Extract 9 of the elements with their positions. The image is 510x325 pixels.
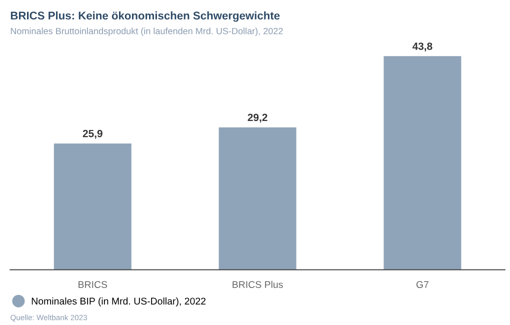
x-tick-label: G7 [416,281,428,288]
data-label: 25,9 [82,130,102,139]
x-tick-label: BRICS Plus [232,280,283,288]
data-label: 43,8 [412,42,432,52]
data-label: 29,2 [248,114,268,123]
x-tick-label: BRICS [78,281,108,288]
legend-label: Nominales BIP (in Mrd. US-Dollar), 2022 [32,297,206,306]
chart-title: BRICS Plus: Keine ökonomischen Schwergewichte [10,11,280,22]
chart-subtitle: Nominales Bruttoinlandsprodukt (in laufenden Mrd. US-Dollar), 2022 [10,28,283,36]
